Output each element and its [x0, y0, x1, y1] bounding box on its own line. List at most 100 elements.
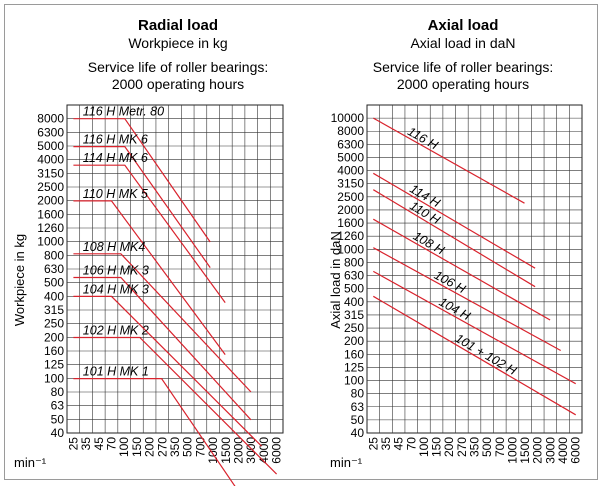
y-tick-label: 4000	[337, 164, 364, 178]
series-line	[73, 336, 278, 475]
y-tick-label: 400	[44, 289, 64, 303]
y-tick-label: 50	[351, 413, 365, 427]
y-tick-label: 160	[44, 344, 64, 358]
series-labels: 116 H Metr. 80 116 H MK 6 114 H MK 6 110 H …	[83, 105, 164, 379]
x-tick-labels: 2535457010015020027035050070010001500200…	[66, 437, 283, 464]
y-tick-label: 500	[344, 282, 364, 296]
x-axis-unit: min⁻¹	[14, 455, 47, 470]
y-tick-label: 63	[351, 400, 365, 414]
y-tick-label: 630	[344, 269, 364, 283]
y-tick-label: 4000	[37, 153, 64, 167]
x-tick-label: 25	[66, 437, 80, 451]
x-tick-label: 70	[404, 437, 418, 451]
series-label: 104 H MK 3	[83, 282, 149, 296]
y-tick-label: 6300	[337, 137, 364, 151]
y-tick-label: 3150	[337, 177, 364, 191]
y-tick-label: 80	[51, 385, 65, 399]
x-tick-label: 4000	[556, 437, 570, 464]
y-tick-label: 200	[344, 334, 364, 348]
x-tick-label: 1500	[219, 437, 233, 464]
x-tick-label: 6000	[270, 437, 284, 464]
series-label: 108 H MK4	[83, 240, 146, 254]
series-lines	[73, 118, 278, 486]
x-tick-label: 100	[117, 437, 131, 457]
y-tick-label: 2500	[337, 190, 364, 204]
plot-border	[366, 104, 583, 434]
chart-note-line2: 2000 operating hours	[112, 76, 244, 92]
series-label: 106 H	[432, 268, 469, 297]
series-label: 116 H	[405, 124, 441, 153]
figure-frame	[4, 4, 598, 480]
y-tick-label: 500	[44, 276, 64, 290]
series-label: 110 H MK 5	[83, 187, 148, 201]
chart-note-line1: Service life of roller bearings:	[88, 59, 269, 75]
y-tick-label: 630	[44, 262, 64, 276]
y-tick-label: 1600	[337, 216, 364, 230]
chart-note-line1: Service life of roller bearings:	[373, 59, 554, 75]
x-tick-label: 700	[193, 437, 207, 457]
axial-load-chart: Axial load Axial load in daN Service lif…	[328, 17, 583, 470]
x-tick-label: 35	[379, 437, 393, 451]
y-tick-label: 8000	[37, 112, 64, 126]
x-tick-label: 1500	[518, 437, 532, 464]
chart-subtitle: Workpiece in kg	[128, 35, 227, 51]
y-tick-label: 1600	[37, 207, 64, 221]
y-tick-label: 10000	[331, 111, 365, 125]
series-line	[373, 218, 551, 321]
y-axis-label: Workpiece in kg	[12, 234, 27, 326]
series-label: 108 H	[411, 229, 448, 258]
x-tick-label: 45	[392, 437, 406, 451]
x-tick-labels: 2535457010015020027035050070010001500200…	[366, 437, 582, 464]
x-axis-unit: min⁻¹	[330, 455, 363, 470]
series-label: 116 H MK 6	[83, 133, 148, 147]
x-tick-label: 2000	[232, 437, 246, 464]
series-line	[73, 118, 211, 243]
y-tick-label: 2000	[37, 194, 64, 208]
y-tick-label: 6300	[37, 125, 64, 139]
x-tick-label: 25	[366, 437, 380, 451]
y-tick-label: 80	[351, 387, 365, 401]
y-tick-label: 5000	[337, 150, 364, 164]
series-label: 106 H MK 3	[83, 264, 149, 278]
y-tick-label: 100	[344, 374, 364, 388]
y-tick-label: 40	[51, 426, 65, 440]
y-tick-label: 200	[44, 330, 64, 344]
y-tick-labels: 4050638010012516020025031540050063080010…	[37, 112, 64, 440]
x-tick-label: 100	[417, 437, 431, 457]
y-tick-label: 8000	[337, 124, 364, 138]
x-tick-label: 3000	[543, 437, 557, 464]
y-tick-label: 2000	[337, 203, 364, 217]
x-tick-label: 200	[442, 437, 456, 457]
series-line	[73, 200, 226, 355]
series-line	[372, 172, 536, 269]
x-tick-label: 500	[480, 437, 494, 457]
y-axis-label: Axial load in daN	[328, 231, 343, 329]
y-tick-label: 400	[344, 295, 364, 309]
y-tick-label: 1000	[337, 242, 364, 256]
series-label: 116 H Metr. 80	[83, 105, 164, 119]
chart-title: Radial load	[138, 17, 218, 34]
x-tick-label: 70	[104, 437, 118, 451]
y-tick-label: 50	[51, 412, 65, 426]
series-line	[73, 378, 236, 486]
series-line	[373, 270, 576, 385]
x-tick-label: 45	[92, 437, 106, 451]
y-tick-label: 40	[351, 426, 365, 440]
y-tick-label: 5000	[37, 139, 64, 153]
y-tick-label: 315	[344, 308, 364, 322]
x-tick-label: 35	[79, 437, 93, 451]
y-tick-label: 1000	[37, 235, 64, 249]
x-tick-label: 200	[143, 437, 157, 457]
x-tick-label: 4000	[257, 437, 271, 464]
y-tick-label: 3150	[37, 166, 64, 180]
x-tick-label: 270	[155, 437, 169, 457]
chart-subtitle: Axial load in daN	[410, 35, 515, 51]
series-line	[73, 276, 252, 421]
x-tick-label: 350	[168, 437, 182, 457]
series-line	[372, 189, 536, 288]
y-tick-label: 2500	[37, 180, 64, 194]
y-tick-label: 250	[44, 317, 64, 331]
y-tick-label: 1260	[37, 221, 64, 235]
